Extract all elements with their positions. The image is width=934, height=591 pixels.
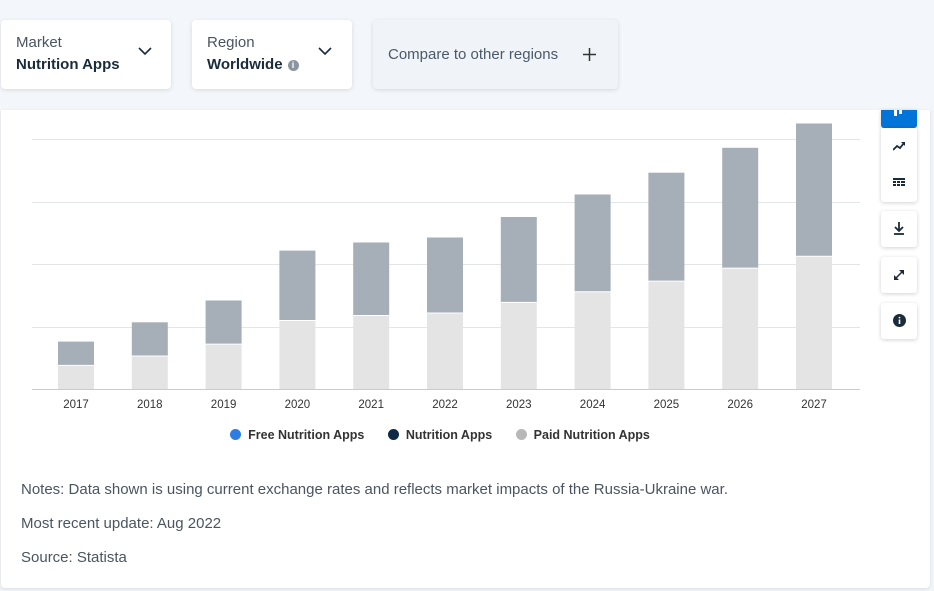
- legend-item-nutrition[interactable]: Nutrition Apps: [387, 428, 493, 442]
- bar-nutrition-apps-2020[interactable]: [279, 250, 316, 321]
- legend-dot-nutrition: [387, 429, 399, 440]
- x-tick-label: 2017: [63, 399, 89, 411]
- source-text: Source: Statista: [21, 549, 127, 566]
- legend-label-nutrition: Nutrition Apps: [405, 428, 493, 442]
- info-icon[interactable]: i: [287, 60, 299, 71]
- bar-chart: 2017 2018 2019 2020 2021 2022 2023 2024 2025 2026…: [32, 123, 860, 411]
- last-update: Most recent update: Aug 2022: [21, 515, 222, 532]
- bar-paid-nutrition-apps-2024[interactable]: [574, 291, 611, 389]
- bar-paid-nutrition-apps-2023[interactable]: [500, 302, 537, 389]
- x-tick-label: 2021: [358, 399, 384, 411]
- market-value: Nutrition Apps: [16, 56, 120, 73]
- chart-notes: Notes: Data shown is using current excha…: [21, 481, 728, 498]
- bar-paid-nutrition-apps-2018[interactable]: [131, 356, 168, 389]
- x-tick-label: 2027: [801, 399, 827, 411]
- trend-line-icon[interactable]: [893, 142, 905, 151]
- info-icon: [893, 314, 906, 327]
- legend-label-paid: Paid Nutrition Apps: [533, 428, 650, 442]
- bar-nutrition-apps-2027[interactable]: [796, 123, 832, 257]
- x-tick-label: 2019: [211, 399, 237, 411]
- fullscreen-button[interactable]: [881, 257, 917, 293]
- view-switcher: [881, 128, 917, 202]
- chart-legend: Free Nutrition Apps Nutrition Apps Paid …: [0, 428, 880, 442]
- region-select[interactable]: Region Worldwide i: [192, 20, 352, 89]
- x-tick-label: 2022: [432, 399, 458, 411]
- legend-item-free[interactable]: Free Nutrition Apps: [230, 428, 364, 442]
- table-grid-icon[interactable]: [893, 178, 905, 188]
- bar-nutrition-apps-2022[interactable]: [427, 237, 463, 313]
- bar-paid-nutrition-apps-2026[interactable]: [722, 268, 759, 389]
- legend-dot-paid: [515, 429, 527, 440]
- x-tick-label: 2023: [506, 399, 532, 411]
- bar-paid-nutrition-apps-2021[interactable]: [353, 315, 390, 390]
- legend-dot-free: [230, 429, 242, 440]
- x-tick-label: 2020: [285, 399, 311, 411]
- x-tick-label: 2026: [727, 399, 753, 411]
- x-tick-label: 2025: [654, 399, 680, 411]
- market-label: Market: [16, 34, 62, 51]
- bar-chart-icon: [894, 110, 902, 116]
- info-button[interactable]: [881, 303, 917, 339]
- bar-paid-nutrition-apps-2019[interactable]: [205, 344, 242, 389]
- bar-nutrition-apps-2023[interactable]: [500, 217, 537, 303]
- bar-nutrition-apps-2026[interactable]: [722, 147, 759, 269]
- bar-chart-view-button[interactable]: [881, 110, 917, 128]
- bar-nutrition-apps-2019[interactable]: [205, 300, 242, 345]
- region-value: Worldwide: [207, 56, 283, 73]
- bar-paid-nutrition-apps-2022[interactable]: [427, 313, 463, 389]
- download-button[interactable]: [881, 211, 917, 247]
- bar-nutrition-apps-2018[interactable]: [131, 322, 168, 356]
- bar-paid-nutrition-apps-2025[interactable]: [648, 281, 685, 389]
- bar-paid-nutrition-apps-2027[interactable]: [796, 256, 832, 389]
- compare-regions-button[interactable]: Compare to other regions: [373, 20, 618, 89]
- bar-nutrition-apps-2021[interactable]: [353, 242, 390, 316]
- chevron-down-icon: [138, 47, 152, 56]
- bar-paid-nutrition-apps-2017[interactable]: [58, 365, 94, 389]
- x-tick-label: 2024: [580, 399, 606, 411]
- market-select[interactable]: Market Nutrition Apps: [1, 20, 171, 89]
- filter-bar: Market Nutrition Apps Region Worldwide i …: [0, 0, 934, 110]
- legend-label-free: Free Nutrition Apps: [248, 428, 365, 442]
- expand-icon: [894, 270, 904, 280]
- legend-item-paid[interactable]: Paid Nutrition Apps: [515, 428, 650, 442]
- bar-nutrition-apps-2025[interactable]: [648, 172, 685, 282]
- x-tick-label: 2018: [137, 399, 163, 411]
- compare-label: Compare to other regions: [388, 46, 559, 63]
- region-value-wrap: Worldwide i: [207, 56, 299, 73]
- download-icon: [894, 222, 904, 235]
- bar-nutrition-apps-2017[interactable]: [58, 341, 94, 366]
- region-label: Region: [207, 34, 255, 51]
- plus-icon: [583, 48, 596, 61]
- bar-paid-nutrition-apps-2020[interactable]: [279, 320, 316, 389]
- bar-nutrition-apps-2024[interactable]: [574, 194, 611, 292]
- chevron-down-icon: [318, 47, 332, 56]
